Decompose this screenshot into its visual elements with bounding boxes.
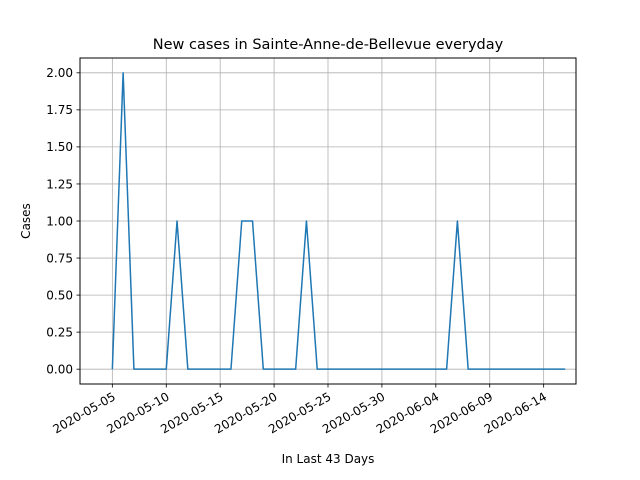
series-group bbox=[111, 72, 566, 370]
x-axis-label: In Last 43 Days bbox=[282, 452, 375, 466]
chart-title: New cases in Sainte-Anne-de-Bellevue eve… bbox=[153, 37, 504, 53]
series-line bbox=[111, 72, 566, 370]
y-axis-label: Cases bbox=[19, 203, 33, 239]
y-tick-label: 1.00 bbox=[46, 214, 73, 228]
y-tick-label: 1.50 bbox=[46, 140, 73, 154]
y-tick-label: 0.00 bbox=[46, 362, 73, 376]
y-axis-ticks: 0.00 0.25 0.50 0.75 1.00 1.25 1.50 1.75 2.00 bbox=[46, 66, 80, 376]
grid-lines bbox=[80, 58, 576, 384]
y-tick-label: 0.50 bbox=[46, 288, 73, 302]
y-tick-label: 0.75 bbox=[46, 251, 73, 265]
y-tick-label: 1.25 bbox=[46, 177, 73, 191]
y-tick-label: 1.75 bbox=[46, 103, 73, 117]
y-tick-label: 0.25 bbox=[46, 325, 73, 339]
y-tick-label: 2.00 bbox=[46, 66, 73, 80]
